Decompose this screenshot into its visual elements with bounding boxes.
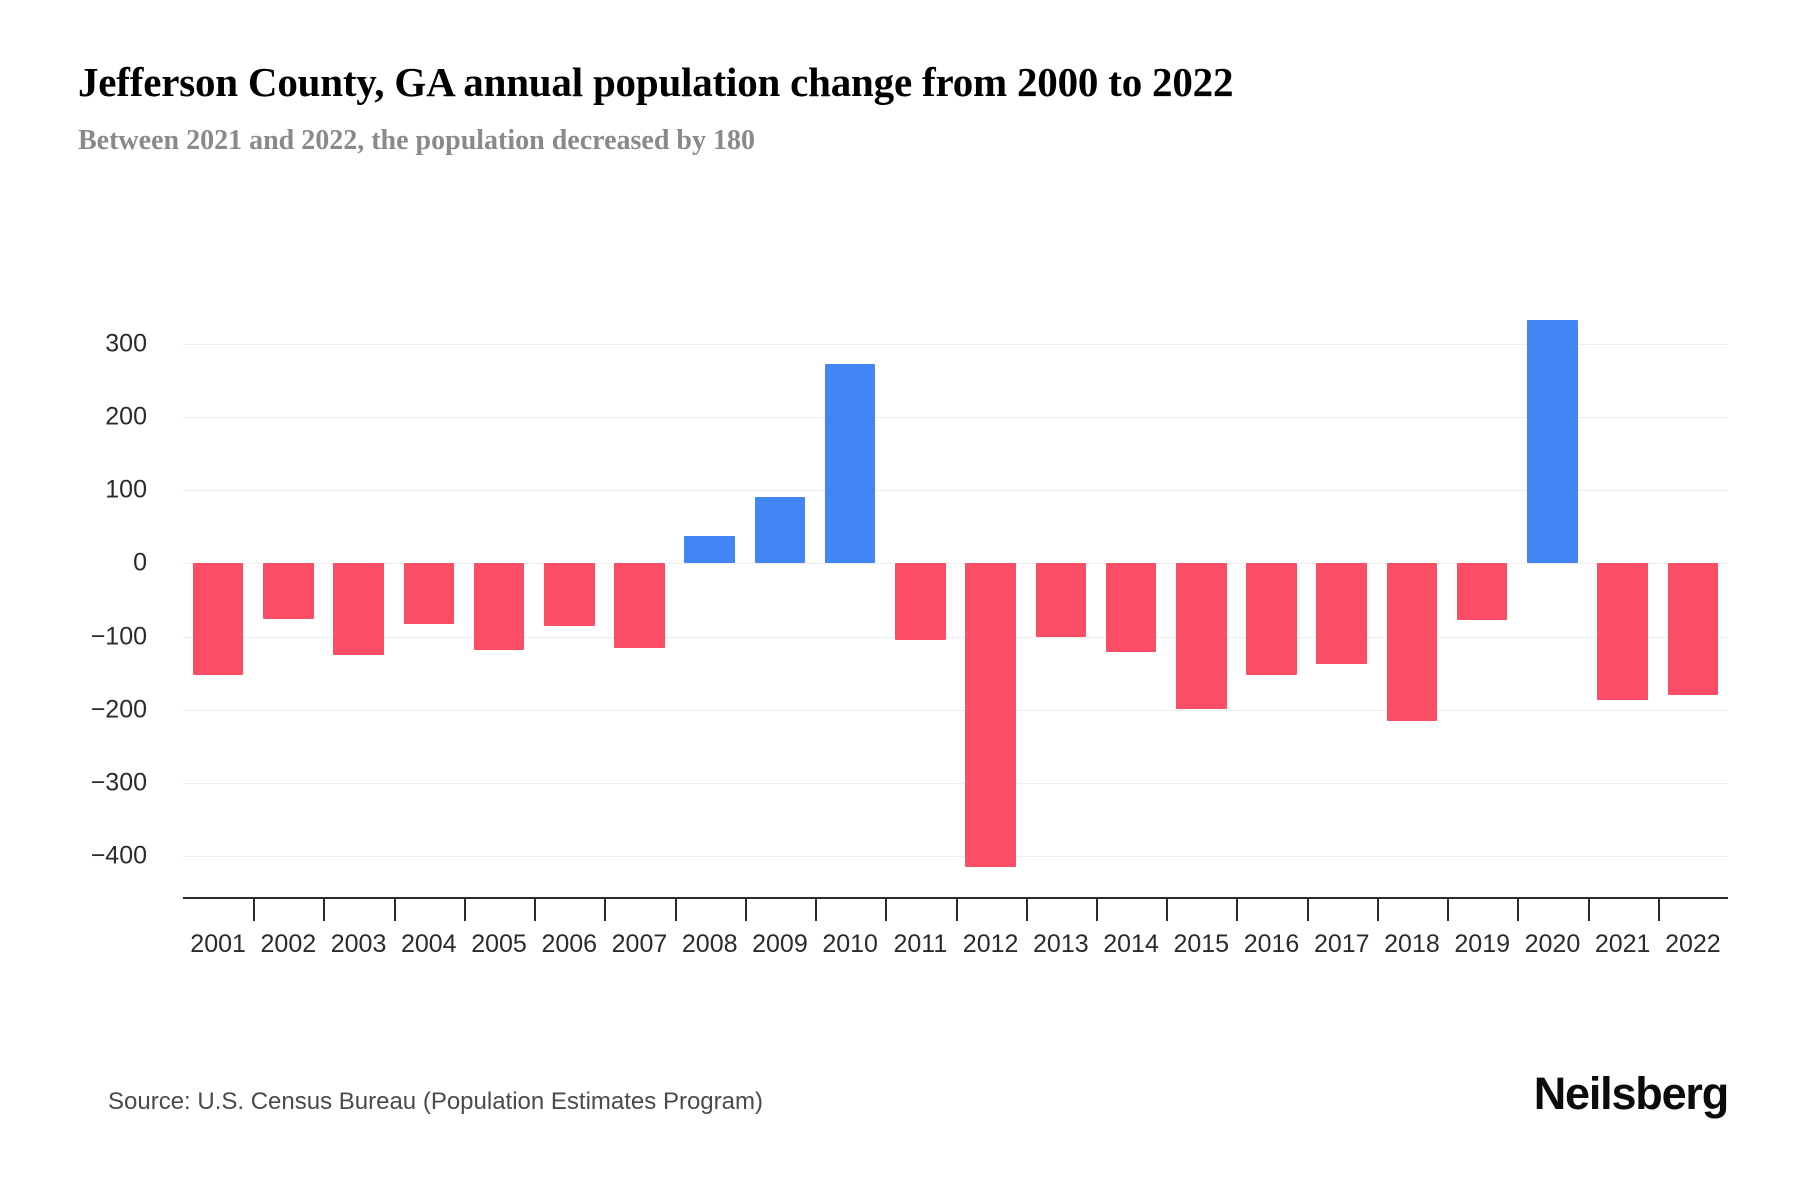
y-axis-tick-label: 200	[105, 402, 147, 431]
x-axis-tick	[253, 899, 256, 921]
bar-2004[interactable]	[403, 563, 455, 625]
y-axis-tick-label: 300	[105, 329, 147, 358]
x-axis-tick	[534, 899, 537, 921]
bar-2017[interactable]	[1316, 563, 1368, 664]
bar-2020[interactable]	[1527, 319, 1578, 564]
x-axis-tick-label: 2019	[1454, 930, 1511, 958]
x-axis-tick	[1025, 899, 1028, 921]
x-axis-tick-label: 2002	[260, 930, 317, 958]
x-axis-tick	[1517, 899, 1520, 921]
y-axis-tick-label: −400	[90, 841, 147, 870]
x-axis-tick-label: 2007	[611, 930, 668, 958]
gridline	[183, 709, 1728, 711]
x-axis-tick	[955, 899, 958, 921]
bar-2014[interactable]	[1105, 563, 1157, 652]
source-note: Source: U.S. Census Bureau (Population E…	[108, 1088, 763, 1115]
bar-2019[interactable]	[1456, 563, 1508, 620]
gridline	[183, 563, 1728, 565]
x-axis-tick-label: 2006	[541, 930, 598, 958]
bar-2005[interactable]	[473, 563, 525, 650]
bar-2009[interactable]	[754, 496, 806, 564]
x-axis-tick-label: 2013	[1033, 930, 1089, 958]
x-axis-line	[183, 897, 1728, 899]
bar-2011[interactable]	[895, 563, 946, 641]
x-axis-tick	[1587, 899, 1590, 921]
bar-2012[interactable]	[965, 563, 1016, 868]
bar-2015[interactable]	[1176, 563, 1227, 710]
x-axis-tick-label: 2004	[400, 930, 457, 958]
x-axis-tick-label: 2003	[330, 930, 387, 958]
bar-2010[interactable]	[824, 363, 876, 564]
bar-2001[interactable]	[192, 563, 244, 675]
gridlines	[183, 300, 1728, 900]
bar-2007[interactable]	[614, 563, 665, 648]
x-axis-tick	[674, 899, 677, 921]
x-axis-tick-label: 2018	[1384, 930, 1440, 958]
bar-series	[183, 300, 1728, 900]
x-axis-tick	[1236, 899, 1239, 921]
x-axis-tick-label: 2014	[1103, 930, 1159, 958]
x-axis-tick	[1657, 899, 1660, 921]
x-axis-tick-label: 2021	[1594, 930, 1651, 958]
gridline	[183, 417, 1728, 419]
bar-2006[interactable]	[543, 563, 595, 627]
x-axis-tick-label: 2010	[822, 930, 878, 958]
x-axis-tick	[604, 899, 607, 921]
gridline	[183, 343, 1728, 345]
gridline	[183, 490, 1728, 492]
bar-2018[interactable]	[1386, 563, 1438, 721]
y-axis-tick-label: 0	[133, 548, 147, 577]
bar-2022[interactable]	[1667, 563, 1719, 696]
x-axis-tick	[393, 899, 396, 921]
page-title: Jefferson County, GA annual population c…	[78, 59, 1234, 105]
x-axis-tick-label: 2011	[893, 930, 948, 958]
x-axis-tick-label: 2005	[471, 930, 527, 958]
page-subtitle: Between 2021 and 2022, the population de…	[78, 125, 755, 156]
y-axis-tick-label: −200	[90, 695, 147, 724]
x-axis-tick-label: 2001	[190, 930, 246, 958]
bar-2003[interactable]	[333, 563, 384, 655]
y-axis-tick-label: −300	[90, 768, 147, 797]
x-axis-tick-label: 2016	[1243, 930, 1300, 958]
bar-2013[interactable]	[1035, 563, 1087, 638]
bar-2008[interactable]	[684, 535, 735, 564]
plot-area	[183, 300, 1728, 900]
y-axis-tick-label: −100	[90, 622, 147, 651]
x-axis-tick	[1306, 899, 1309, 921]
gridline	[183, 856, 1728, 858]
x-axis-tick-label: 2012	[962, 930, 1019, 958]
x-axis-tick-label: 2022	[1665, 930, 1721, 958]
x-axis-ticks	[183, 899, 1728, 921]
bar-2021[interactable]	[1597, 563, 1648, 700]
x-axis-tick	[1095, 899, 1098, 921]
x-axis-tick-label: 2008	[681, 930, 738, 958]
x-axis-tick	[463, 899, 466, 921]
x-axis-tick	[1376, 899, 1379, 921]
gridline	[183, 636, 1728, 638]
x-axis-tick-label: 2009	[752, 930, 808, 958]
x-axis-tick	[323, 899, 326, 921]
x-axis-tick	[1166, 899, 1169, 921]
y-axis-tick-label: 100	[105, 475, 147, 504]
x-axis-tick	[744, 899, 747, 921]
x-axis-tick	[815, 899, 818, 921]
brand-logo: Neilsberg	[1533, 1068, 1729, 1119]
y-axis-labels: 300 200 100 0 −100 −200 −300 −400	[0, 300, 165, 900]
x-axis-tick	[1447, 899, 1450, 921]
gridline	[183, 782, 1728, 784]
x-axis-tick-label: 2017	[1313, 930, 1370, 958]
x-axis-tick-label: 2020	[1524, 930, 1581, 958]
x-axis-tick-label: 2015	[1173, 930, 1230, 958]
x-axis-labels: 2001 2002 2003 2004 2005 2006 2007 2008 2009 2010…	[183, 930, 1728, 970]
bar-2016[interactable]	[1246, 563, 1297, 676]
bar-2002[interactable]	[263, 563, 314, 620]
x-axis-tick	[885, 899, 888, 921]
